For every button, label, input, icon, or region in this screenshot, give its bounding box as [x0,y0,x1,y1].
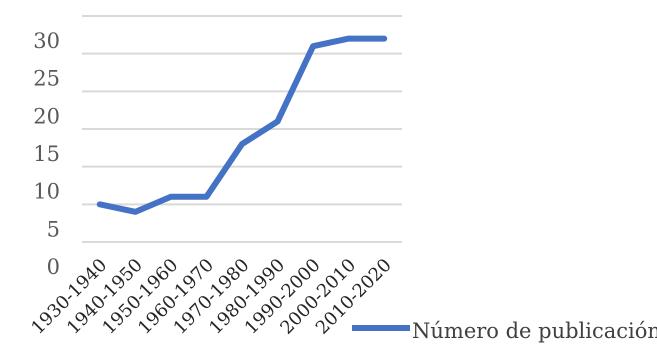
y-tick-label: 15 [33,142,60,166]
gridlines [82,15,402,243]
series-line [96,35,388,215]
y-tick-label: 10 [33,180,60,204]
y-axis-ticks: 0 5 10 15 20 25 30 [33,29,60,279]
data-point [383,38,385,40]
legend: Número de publicación [352,319,657,343]
data-point [348,38,350,40]
y-tick-label: 30 [33,29,60,53]
data-point [134,211,136,213]
y-tick-label: 0 [47,255,60,279]
y-tick-label: 20 [33,104,60,128]
y-tick-label: 5 [47,217,60,241]
data-point [241,143,243,145]
data-point [312,45,314,47]
data-point [99,203,101,205]
data-point [277,120,279,122]
series-group [96,35,388,215]
x-axis-ticks: 1930-19401940-19501950-19601960-19701970… [27,255,395,339]
legend-label: Número de publicación [412,319,657,343]
data-point [170,196,172,198]
data-point [205,196,207,198]
y-tick-label: 25 [33,67,60,91]
